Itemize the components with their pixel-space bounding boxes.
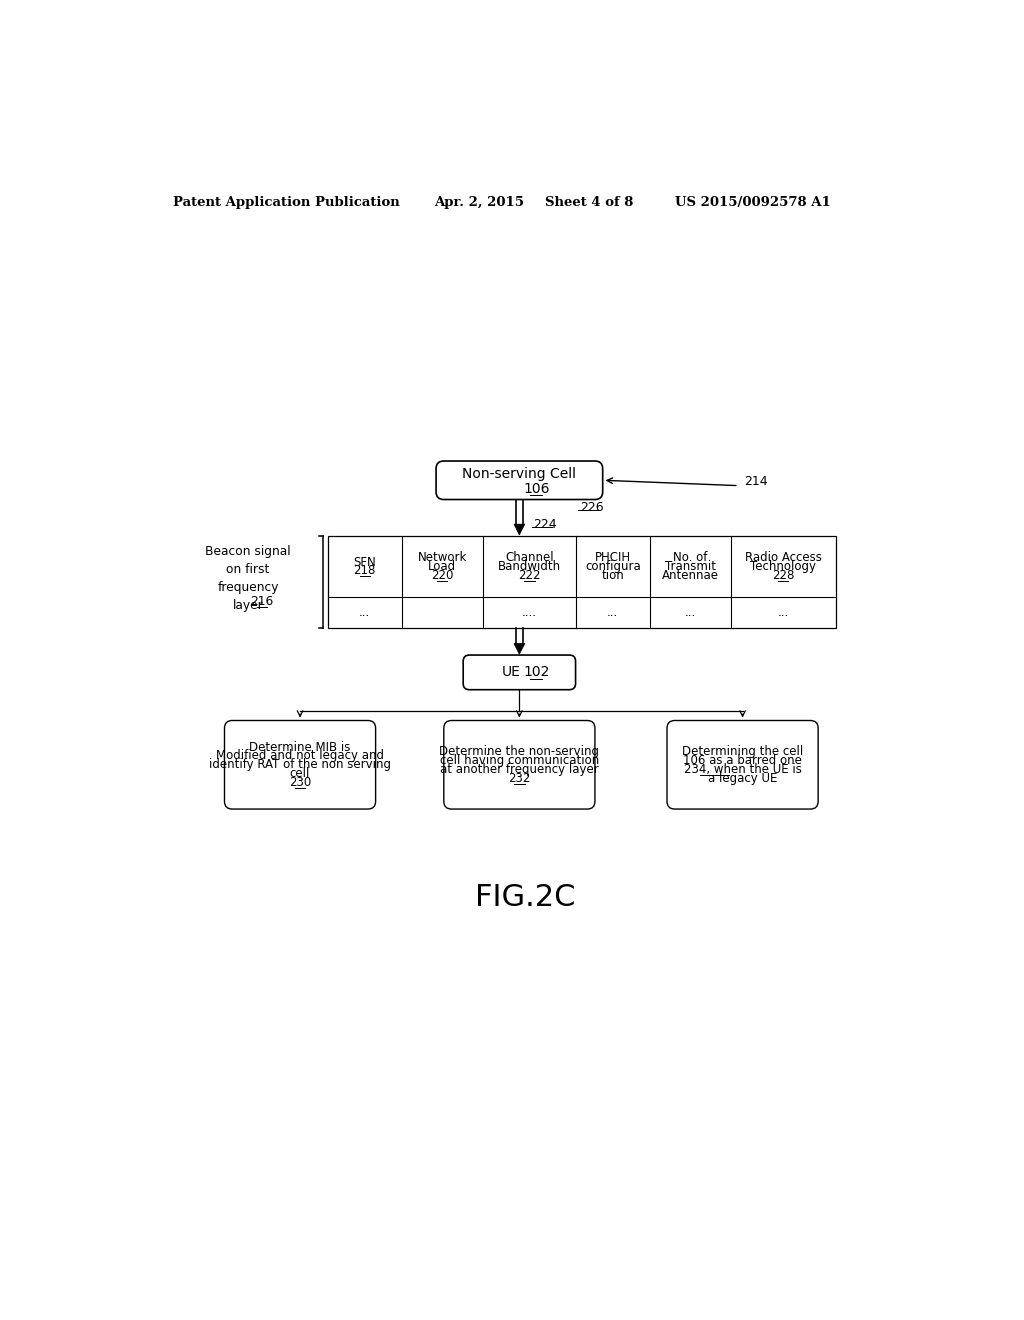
- Text: 224: 224: [534, 517, 557, 531]
- Polygon shape: [514, 644, 524, 655]
- Text: Network: Network: [418, 552, 467, 565]
- Text: SFN: SFN: [353, 556, 376, 569]
- Text: 220: 220: [431, 569, 454, 582]
- Text: identify RAT of the non serving: identify RAT of the non serving: [209, 758, 391, 771]
- Text: Modified and not legacy and: Modified and not legacy and: [216, 750, 384, 763]
- Text: 216: 216: [251, 594, 273, 607]
- Text: UE: UE: [502, 665, 521, 680]
- Text: 214: 214: [744, 475, 768, 488]
- Text: Channel: Channel: [505, 552, 554, 565]
- Text: 226: 226: [580, 500, 603, 513]
- FancyBboxPatch shape: [463, 655, 575, 689]
- Text: Bandwidth: Bandwidth: [498, 560, 561, 573]
- Text: 230: 230: [289, 776, 311, 789]
- Text: Patent Application Publication: Patent Application Publication: [173, 195, 399, 209]
- Text: a legacy UE: a legacy UE: [708, 771, 777, 784]
- Text: 106 as a barred one: 106 as a barred one: [683, 754, 802, 767]
- Text: Antennae: Antennae: [662, 569, 719, 582]
- Bar: [328, 536, 836, 628]
- FancyBboxPatch shape: [436, 461, 603, 499]
- Text: PHCIH: PHCIH: [595, 552, 631, 565]
- Text: Technology: Technology: [751, 560, 816, 573]
- Text: 222: 222: [518, 569, 541, 582]
- Text: Transmit: Transmit: [665, 560, 716, 573]
- Text: at another frequency layer: at another frequency layer: [440, 763, 599, 776]
- Text: configura: configura: [585, 560, 641, 573]
- Text: ...: ...: [607, 606, 618, 619]
- Text: Load: Load: [428, 560, 457, 573]
- Text: 232: 232: [508, 771, 530, 784]
- Text: Determining the cell: Determining the cell: [682, 744, 803, 758]
- Text: 102: 102: [523, 665, 550, 680]
- Text: cell: cell: [290, 767, 310, 780]
- Polygon shape: [514, 524, 524, 535]
- Text: Radio Access: Radio Access: [744, 552, 821, 565]
- Text: ...: ...: [685, 606, 696, 619]
- Text: 234, when the UE is: 234, when the UE is: [684, 763, 802, 776]
- Text: 218: 218: [353, 564, 376, 577]
- Text: US 2015/0092578 A1: US 2015/0092578 A1: [675, 195, 830, 209]
- Text: 106: 106: [523, 482, 550, 496]
- Text: Non-serving Cell: Non-serving Cell: [463, 467, 577, 482]
- Text: Determine the non-serving: Determine the non-serving: [439, 744, 599, 758]
- Text: tion: tion: [601, 569, 625, 582]
- Text: ...: ...: [359, 606, 371, 619]
- Text: ....: ....: [522, 606, 537, 619]
- Text: cell having communication: cell having communication: [439, 754, 599, 767]
- Text: Determine MIB is: Determine MIB is: [250, 741, 351, 754]
- Text: No. of: No. of: [673, 552, 708, 565]
- FancyBboxPatch shape: [224, 721, 376, 809]
- Text: Beacon signal
on first
frequency
layer: Beacon signal on first frequency layer: [206, 545, 291, 611]
- Text: ...: ...: [777, 606, 788, 619]
- Text: FIG.2C: FIG.2C: [474, 883, 575, 912]
- Text: 228: 228: [772, 569, 795, 582]
- Text: Sheet 4 of 8: Sheet 4 of 8: [545, 195, 633, 209]
- FancyBboxPatch shape: [443, 721, 595, 809]
- Text: Apr. 2, 2015: Apr. 2, 2015: [434, 195, 524, 209]
- FancyBboxPatch shape: [667, 721, 818, 809]
